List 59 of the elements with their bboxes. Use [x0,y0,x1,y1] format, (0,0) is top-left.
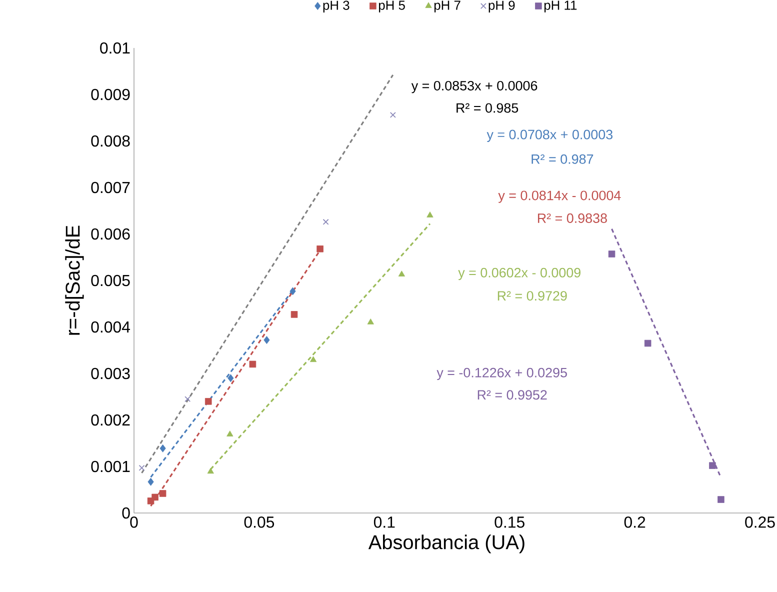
point [264,336,270,344]
point [608,250,616,258]
annotation: y = 0.0602x - 0.0009 [458,268,580,280]
y-tick-label: 0 [122,507,130,519]
legend-label: pH 3 [323,0,350,12]
point [204,398,212,405]
legend-label: pH 5 [378,0,405,12]
x-tick-label: 0.05 [244,516,274,528]
point [159,490,166,497]
point [390,112,396,118]
point [718,496,724,503]
point [226,430,234,436]
x-tick-label: 0 [130,516,138,528]
y-tick-label: 0.001 [91,460,130,472]
y-tick-label: 0.007 [91,182,130,194]
y-tick-label: 0.003 [91,368,130,380]
annotation: y = 0.0814x - 0.0004 [498,190,621,203]
point [160,444,166,452]
annotation: y = 0.0708x + 0.0003 [486,130,612,142]
x-tick-label: 0.15 [494,516,524,528]
y-tick-label: 0.004 [91,321,130,333]
annotation: R² = 0.9952 [478,390,547,400]
y-tick-label: 0.006 [91,228,130,240]
point [426,212,434,218]
x-tick-label: 0.2 [624,516,646,528]
annotation: R² = 0.987 [532,154,594,164]
annotation: y = -0.1226x + 0.0295 [436,368,567,380]
x-axis-title: Absorbancia (UA) [368,534,524,554]
y-tick-label: 0.005 [91,274,130,286]
point [709,462,716,469]
point [148,478,154,486]
point [228,374,234,382]
point [644,340,652,347]
legend-label: pH 11 [544,0,577,12]
point [310,356,317,362]
y-axis-title: r=-d[Sac]/dE [65,226,84,335]
legend-label: pH 9 [488,0,515,12]
point [367,318,374,324]
point [290,311,298,318]
y-tick-label: 0.002 [91,414,130,426]
annotation: R² = 0.985 [456,103,518,113]
point [138,464,145,471]
point [398,270,405,276]
annotation: y = 0.0853x + 0.0006 [411,80,538,94]
point [290,287,296,296]
x-tick-label: 0.25 [745,516,775,528]
x-tick-label: 0.1 [374,516,395,528]
annotation: R² = 0.9729 [498,291,567,301]
legend-label: pH 7 [434,0,460,12]
y-tick-label: 0.009 [91,88,130,100]
point [207,468,214,474]
point [152,494,158,501]
point [184,396,191,402]
annotation: R² = 0.9838 [538,213,607,223]
y-tick-label: 0.008 [91,135,130,147]
point [249,360,256,368]
point [322,218,329,225]
y-tick-label: 0.01 [100,42,130,54]
point [316,245,324,252]
